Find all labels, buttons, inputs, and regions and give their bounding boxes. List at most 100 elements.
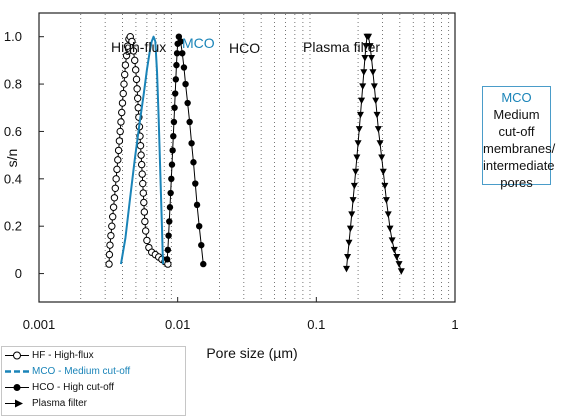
data-point <box>388 237 396 244</box>
plot-frame <box>38 12 456 303</box>
legend-label: HF - High-flux <box>32 350 94 361</box>
data-point <box>390 246 398 254</box>
data-point <box>139 189 147 197</box>
x-tick-label: 0.1 <box>307 317 325 332</box>
data-point <box>128 37 136 46</box>
x-tick-label: 1 <box>451 317 458 332</box>
label-hco: HCO <box>229 40 260 56</box>
data-point <box>163 256 171 263</box>
data-point <box>141 227 150 235</box>
data-point <box>118 108 126 117</box>
data-point <box>359 83 367 90</box>
data-point <box>368 55 376 62</box>
data-point <box>166 204 174 211</box>
data-point <box>117 118 125 126</box>
y-tick-label: 0.4 <box>4 171 22 186</box>
data-point <box>136 141 145 150</box>
data-point <box>139 179 147 188</box>
data-point <box>173 61 180 69</box>
data-point <box>112 175 120 183</box>
note-title: MCO <box>501 90 532 105</box>
data-point <box>114 156 122 164</box>
data-point <box>376 140 384 147</box>
data-point <box>352 168 360 176</box>
data-point <box>358 97 366 105</box>
data-point <box>140 198 148 207</box>
data-point <box>168 175 175 183</box>
data-point <box>198 241 205 249</box>
x-axis-title: Pore size (µm) <box>206 345 297 361</box>
data-point <box>356 111 364 119</box>
data-point <box>131 56 139 65</box>
series-hco-high-cut-off <box>163 33 207 268</box>
data-point <box>169 147 176 154</box>
data-point <box>344 253 352 261</box>
y-tick-label: 0.8 <box>4 77 22 92</box>
data-point <box>190 159 197 166</box>
data-point <box>372 97 380 105</box>
note-line: Medium <box>493 107 540 122</box>
legend-item-plasma-filter: Plasma filter <box>4 397 87 410</box>
open-circle-line-icon <box>5 351 29 360</box>
axis-ticks: 0.001 0.01 0.1 1 0 0.2 0.4 0.6 0.8 1.0 <box>4 29 459 332</box>
data-point <box>361 55 369 62</box>
data-point <box>369 69 377 76</box>
data-point <box>345 239 353 247</box>
data-point <box>184 99 191 107</box>
legend-item-hco: HCO - High cut-off <box>4 381 114 394</box>
y-tick-label: 0 <box>15 266 22 281</box>
data-point <box>129 47 138 55</box>
data-point <box>360 69 368 76</box>
data-point <box>177 38 184 45</box>
data-point <box>141 217 149 226</box>
data-point <box>137 160 146 169</box>
data-point <box>349 197 357 204</box>
data-point <box>105 260 113 268</box>
note-line: membranes/ <box>483 141 556 156</box>
data-point <box>374 126 382 133</box>
series-line <box>119 35 165 265</box>
data-point <box>182 80 189 88</box>
data-point <box>188 140 195 147</box>
data-point <box>355 126 363 133</box>
data-point <box>143 236 151 245</box>
series-hf-high-flux <box>105 32 172 268</box>
data-point <box>373 111 381 119</box>
data-point <box>165 232 172 239</box>
data-point <box>134 94 142 102</box>
note-line: cut-off <box>498 124 535 139</box>
data-point <box>116 127 124 136</box>
filled-circle-line-icon <box>5 384 29 391</box>
data-point <box>354 140 362 147</box>
filled-triangle-arrow-icon <box>5 399 23 408</box>
data-point <box>166 218 173 225</box>
data-point <box>172 76 180 83</box>
data-point <box>365 33 373 41</box>
legend-label: HCO - High cut-off <box>32 382 115 393</box>
y-tick-label: 1.0 <box>4 29 22 44</box>
data-point <box>137 151 145 159</box>
data-point <box>170 132 177 140</box>
data-point <box>167 189 174 197</box>
data-point <box>118 99 127 107</box>
data-point <box>106 241 114 249</box>
data-point <box>108 222 116 230</box>
data-point <box>173 50 181 57</box>
data-point <box>114 146 123 155</box>
data-point <box>133 85 141 93</box>
dashed-line-icon <box>5 370 29 373</box>
data-point <box>192 180 199 187</box>
data-point <box>382 197 390 204</box>
data-point <box>121 70 129 79</box>
y-tick-label: 0.6 <box>4 124 22 139</box>
data-point <box>115 137 124 145</box>
data-point <box>200 260 207 268</box>
data-point <box>171 104 178 111</box>
data-point <box>179 50 186 57</box>
data-point <box>366 43 374 50</box>
note-line: pores <box>500 175 533 190</box>
mco-note-box: MCO Medium cut-off membranes/ intermedia… <box>482 86 556 190</box>
data-point <box>110 194 119 202</box>
data-point <box>353 154 361 161</box>
